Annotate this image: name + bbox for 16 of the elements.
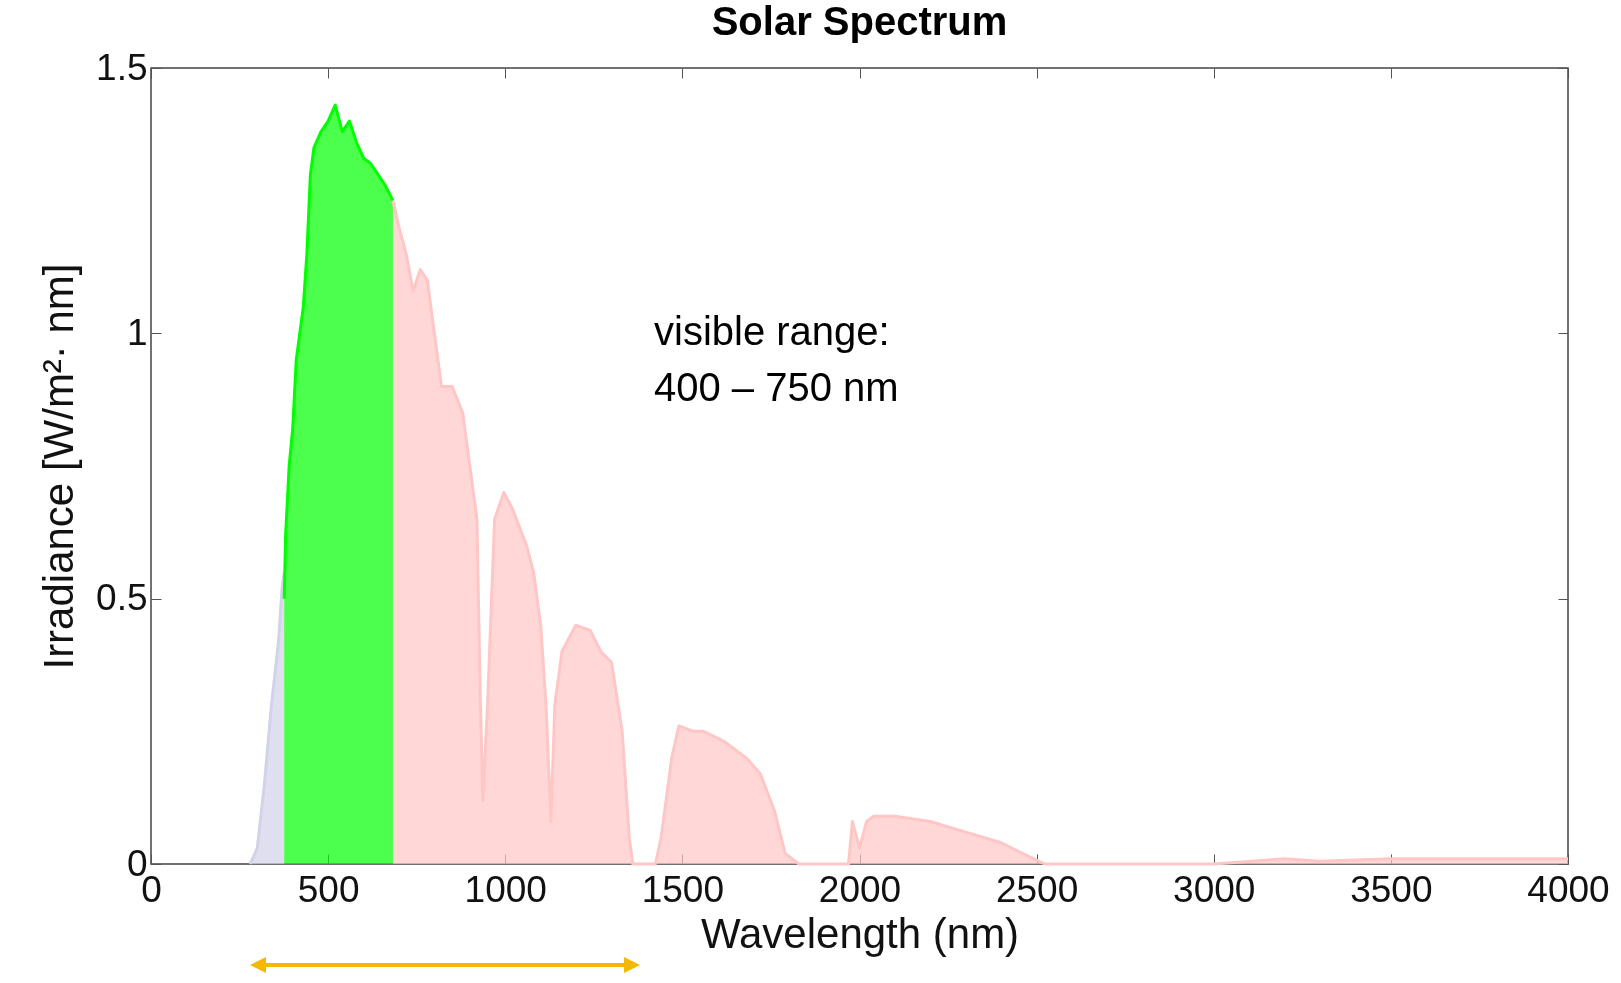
x-tick-label: 3000 [1173,868,1256,910]
annotation: visible range: [654,309,890,353]
x-tick-label: 1000 [464,868,547,910]
annotation: 400 – 750 nm [654,365,899,409]
y-tick-label: 1 [126,311,148,353]
x-tick-label: 3500 [1350,868,1433,910]
x-tick-label: 2500 [995,868,1079,910]
y-tick-label: 0.5 [96,577,148,619]
y-tick-label: 1.5 [96,46,148,88]
x-tick-label: 4000 [1527,868,1610,910]
x-tick-label: 500 [297,868,360,910]
x-axis-title: Wavelength (nm) [700,909,1020,957]
x-tick-label: 1500 [641,868,725,910]
chart-title: Solar Spectrum [711,0,1008,43]
x-tick-label: 2000 [818,868,902,910]
y-axis-title: Irradiance [W/m²· nm] [35,263,83,670]
